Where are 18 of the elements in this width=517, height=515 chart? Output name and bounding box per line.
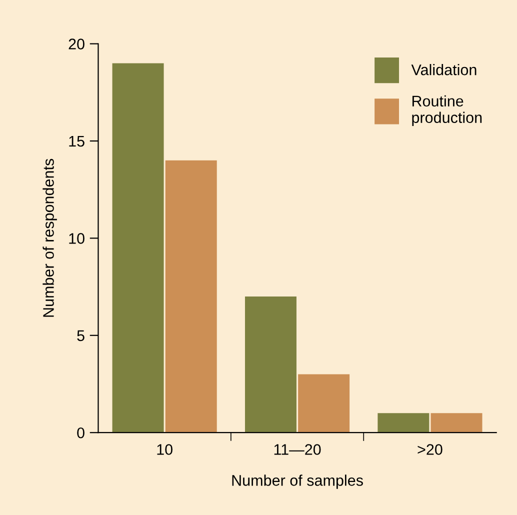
y-axis-title: Number of respondents bbox=[42, 158, 57, 317]
y-tick-label: 15 bbox=[69, 136, 84, 147]
legend-label: Routine production bbox=[412, 95, 482, 126]
bar bbox=[112, 63, 164, 433]
x-axis-title: Number of samples bbox=[232, 474, 363, 489]
x-tick-label: >20 bbox=[418, 444, 442, 455]
legend-label: Validation bbox=[411, 64, 476, 76]
y-tick-label: 20 bbox=[68, 38, 84, 50]
x-tick-label: 11—20 bbox=[274, 444, 321, 455]
y-tick-label: 5 bbox=[77, 330, 84, 342]
x-tick-label: 10 bbox=[157, 444, 172, 455]
bar bbox=[244, 296, 296, 433]
y-tick-label: 10 bbox=[69, 233, 84, 244]
bar bbox=[378, 413, 430, 433]
bar bbox=[165, 160, 217, 433]
bar bbox=[430, 413, 482, 433]
bar bbox=[298, 374, 350, 433]
y-tick-label: 0 bbox=[77, 427, 84, 438]
